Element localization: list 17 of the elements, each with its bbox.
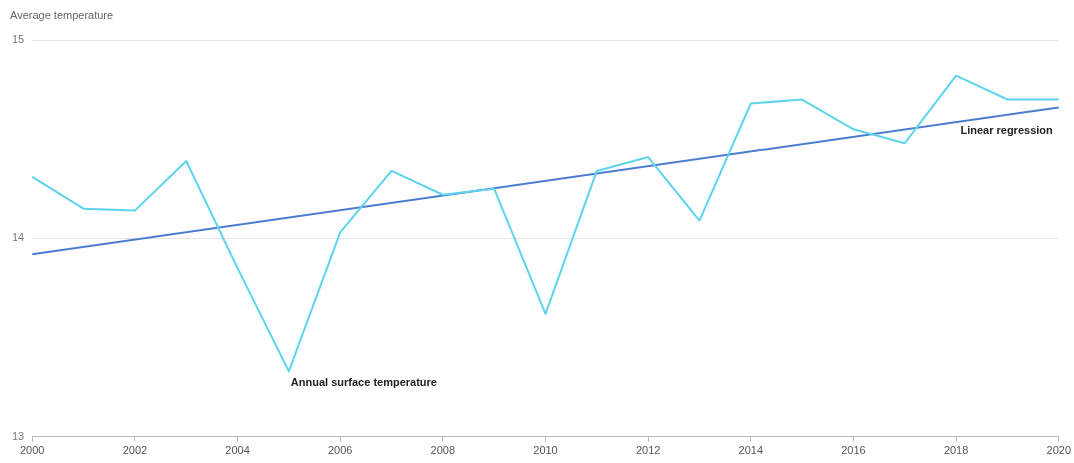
x-tick-label: 2020 (1046, 444, 1072, 457)
y-tick-label: 15 (11, 33, 25, 46)
series-label: Annual surface temperature (290, 375, 437, 388)
x-tick-label: 2000 (19, 444, 45, 457)
x-tick-label: 2014 (738, 444, 764, 457)
y-axis-title: Average temperature (10, 8, 114, 21)
x-tick-label: 2010 (533, 444, 558, 457)
series-label: Linear regression (960, 123, 1054, 136)
x-tick-label: 2006 (327, 444, 353, 457)
x-tick-label: 2012 (635, 444, 661, 457)
x-tick-label: 2008 (430, 444, 456, 457)
x-tick-label: 2016 (841, 444, 866, 457)
y-tick-label: 14 (11, 231, 25, 244)
y-tick-label: 13 (11, 429, 25, 442)
x-tick-label: 2004 (225, 444, 250, 457)
x-tick-label: 2018 (943, 444, 969, 457)
x-tick-label: 2002 (122, 444, 148, 457)
